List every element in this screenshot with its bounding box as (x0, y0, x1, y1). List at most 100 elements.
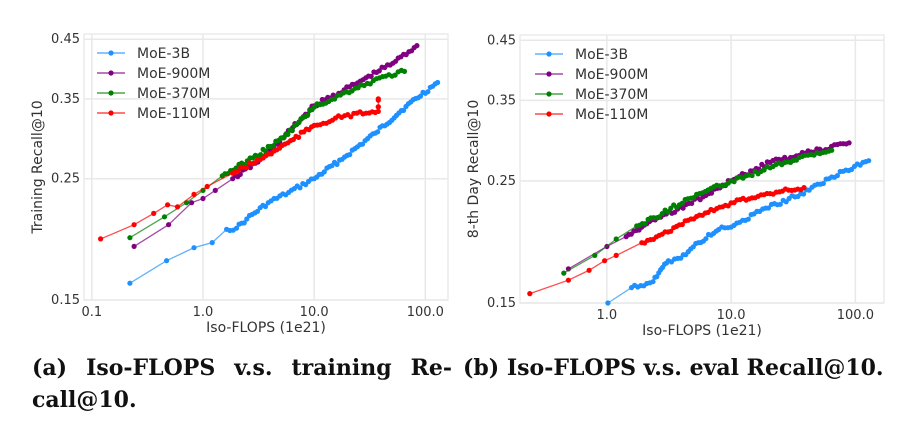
data-point (164, 258, 170, 264)
x-tick-label: 1.0 (597, 308, 618, 323)
caption-a-line1: (a) Iso-FLOPS v.s. training Re- (32, 352, 452, 384)
y-tick-label: 0.45 (487, 33, 516, 48)
data-point (348, 114, 354, 120)
legend-label: MoE-110M (137, 106, 210, 122)
legend-item: MoE-3B (97, 46, 190, 62)
data-point (243, 165, 250, 171)
legend-label: MoE-3B (137, 46, 190, 62)
data-point (161, 214, 168, 220)
data-point (285, 131, 291, 137)
data-point (745, 216, 751, 222)
data-point (204, 183, 210, 190)
plot-frame (519, 34, 885, 304)
data-point (527, 291, 533, 297)
chart-eval-recall: MoE-3B MoE-900M MoE-370M MoE-110M 1.0 10.0 10… (466, 33, 885, 339)
data-point (846, 140, 852, 146)
legend-item: MoE-370M (535, 87, 648, 103)
legend-marker (108, 90, 114, 96)
data-point (659, 211, 665, 217)
data-point (254, 208, 261, 214)
data-point (233, 225, 240, 231)
gridlines (84, 34, 448, 301)
data-point (165, 202, 171, 208)
data-point (592, 252, 598, 258)
data-point (834, 173, 840, 179)
caption-a: (a) Iso-FLOPS v.s. training Re- call@10. (32, 352, 452, 416)
y-tick-label: 0.45 (51, 32, 80, 47)
caption-a-word: Re- (410, 355, 452, 381)
legend: MoE-3B MoE-900M MoE-370M MoE-110M (535, 47, 648, 123)
legend-label: MoE-3B (575, 47, 628, 63)
x-tick-labels: 0.1 1.0 10.0 100.0 (82, 305, 444, 320)
series-moe-3b (127, 79, 441, 286)
legend-item: MoE-370M (97, 86, 210, 102)
y-tick-labels: 0.15 0.25 0.35 0.45 (487, 33, 516, 311)
legend-item: MoE-110M (97, 106, 210, 122)
data-point (765, 205, 772, 211)
y-tick-labels: 0.15 0.25 0.35 0.45 (51, 32, 80, 308)
x-tick-label: 100.0 (407, 305, 444, 320)
data-point (321, 169, 327, 175)
figure-a: MoE-3B MoE-900M MoE-370M MoE-110M 0.1 1.0 10.… (0, 0, 451, 340)
legend-label: MoE-370M (575, 87, 648, 103)
data-point (392, 72, 398, 78)
y-tick-label: 0.25 (51, 172, 80, 187)
data-point (174, 204, 181, 210)
legend-label: MoE-900M (575, 67, 648, 83)
legend-item: MoE-900M (535, 67, 648, 83)
y-tick-label: 0.35 (51, 92, 80, 107)
series-moe-110m (527, 185, 807, 297)
gridlines (520, 35, 884, 304)
plot-area: MoE-3B MoE-900M MoE-370M MoE-110M (519, 34, 885, 306)
legend-marker (546, 51, 552, 57)
legend-marker (108, 50, 114, 56)
x-tick-label: 10.0 (300, 305, 329, 320)
x-axis-label: Iso-FLOPS (1e21) (206, 320, 326, 336)
y-tick-label: 0.35 (487, 93, 516, 108)
caption-a-line2: call@10. (32, 387, 137, 413)
data-point (668, 228, 674, 234)
data-point (375, 104, 381, 110)
data-point (127, 280, 133, 286)
y-axis-label: 8-th Day Recall@10 (466, 100, 482, 238)
legend-marker (546, 111, 552, 117)
data-point (209, 240, 215, 246)
data-point (289, 128, 295, 134)
legend-marker (108, 70, 114, 76)
caption-a-word: (a) (32, 355, 68, 381)
data-point (334, 161, 340, 167)
data-point (435, 79, 441, 86)
chart-training-recall: MoE-3B MoE-900M MoE-370M MoE-110M 0.1 1.0 10.… (30, 32, 449, 336)
series-moe-110m (98, 96, 381, 242)
data-point (131, 222, 137, 228)
plot-area: MoE-3B MoE-900M MoE-370M MoE-110M (83, 33, 449, 301)
data-point (368, 73, 374, 79)
data-point (679, 200, 685, 206)
series-group (98, 43, 441, 286)
caption-b: (b) Iso-FLOPS v.s. eval Recall@10. (463, 355, 884, 381)
legend-label: MoE-900M (137, 66, 210, 82)
series-moe-3b (605, 158, 872, 306)
data-point (375, 108, 381, 114)
data-point (689, 200, 695, 206)
figure-b: MoE-3B MoE-900M MoE-370M MoE-110M 1.0 10.0 10… (451, 0, 902, 340)
data-point (376, 68, 382, 74)
data-point (565, 277, 571, 283)
data-point (708, 190, 715, 196)
data-point (347, 152, 353, 158)
x-tick-label: 0.1 (82, 305, 103, 320)
legend-label: MoE-110M (575, 107, 648, 123)
legend-label: MoE-370M (137, 86, 210, 102)
legend-marker (108, 110, 114, 116)
series-moe-370m (561, 147, 835, 276)
data-point (191, 191, 197, 197)
data-point (401, 68, 408, 74)
data-point (602, 258, 608, 264)
data-point (731, 179, 737, 185)
data-point (98, 236, 104, 242)
data-point (375, 129, 381, 135)
x-tick-labels: 1.0 10.0 100.0 (597, 308, 874, 323)
x-axis-label: Iso-FLOPS (1e21) (642, 323, 762, 339)
data-point (151, 210, 157, 216)
data-point (801, 191, 807, 197)
